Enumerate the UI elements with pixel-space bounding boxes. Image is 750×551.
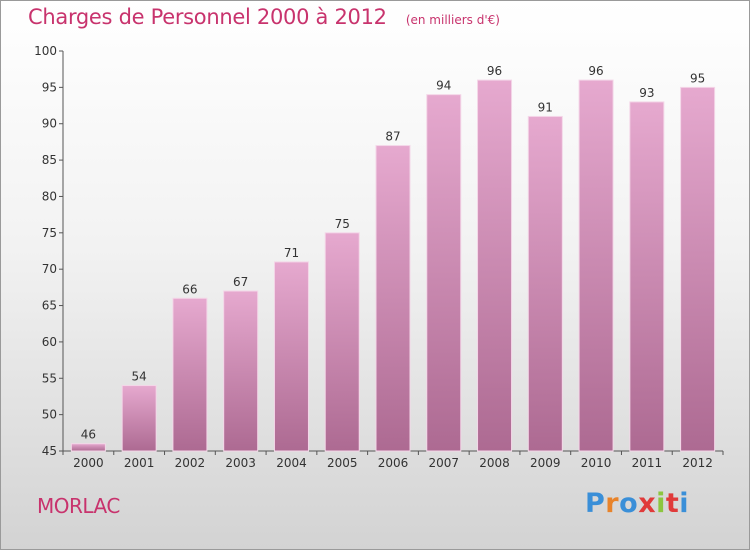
bar [477, 79, 513, 452]
y-tick-label: 100 [34, 44, 57, 58]
bar [324, 232, 360, 452]
x-tick-label: 2012 [682, 456, 713, 470]
x-tick-label: 2011 [632, 456, 663, 470]
y-tick-label: 85 [42, 153, 57, 167]
y-tick-label: 80 [42, 189, 57, 203]
logo-letter: t [665, 488, 680, 519]
x-tick-label: 2009 [530, 456, 561, 470]
bar-value-label: 96 [487, 64, 502, 78]
bar [273, 261, 309, 452]
bar-value-label: 94 [436, 79, 451, 93]
bar [121, 385, 157, 452]
bar-value-label: 96 [588, 64, 603, 78]
bar-value-label: 46 [81, 428, 96, 442]
logo-letter: x [638, 488, 657, 519]
y-tick-label: 55 [42, 371, 57, 385]
x-tick-label: 2005 [327, 456, 358, 470]
bar [70, 443, 106, 452]
bar [223, 290, 259, 452]
bar [172, 297, 208, 452]
x-tick-label: 2000 [73, 456, 104, 470]
bar [578, 79, 614, 452]
y-tick-label: 60 [42, 335, 57, 349]
bar [375, 145, 411, 452]
x-tick-label: 2002 [175, 456, 206, 470]
bar [629, 101, 665, 452]
y-tick-label: 65 [42, 299, 57, 313]
x-tick-label: 2004 [276, 456, 307, 470]
place-name: MORLAC [37, 494, 120, 518]
bar-value-label: 95 [690, 71, 705, 85]
chart-subtitle: (en milliers d'€) [405, 13, 500, 27]
logo-letter: i [656, 488, 666, 519]
bar-value-label: 54 [132, 370, 147, 384]
x-tick-label: 2010 [581, 456, 612, 470]
y-tick-label: 75 [42, 226, 57, 240]
x-tick-label: 2001 [124, 456, 155, 470]
chart-title: Charges de Personnel 2000 à 2012 [28, 5, 387, 29]
bar [680, 86, 716, 452]
bar-value-label: 75 [335, 217, 350, 231]
bar [426, 94, 462, 452]
y-tick-label: 70 [42, 262, 57, 276]
x-tick-label: 2008 [479, 456, 510, 470]
y-tick-label: 50 [42, 408, 57, 422]
proxiti-logo: Proxiti [585, 488, 689, 519]
bar-value-label: 71 [284, 246, 299, 260]
bar-value-label: 67 [233, 275, 248, 289]
x-tick-label: 2003 [225, 456, 256, 470]
y-tick-label: 45 [42, 444, 57, 458]
x-tick-label: 2007 [428, 456, 459, 470]
logo-letter: i [679, 488, 690, 519]
bar-value-label: 93 [639, 86, 654, 100]
bar-value-label: 91 [538, 100, 553, 114]
title-row: Charges de Personnel 2000 à 2012 (en mil… [28, 5, 500, 29]
logo-letter: o [619, 488, 639, 519]
bar [527, 115, 563, 452]
y-tick-label: 90 [42, 117, 57, 131]
logo-letter: r [605, 488, 620, 519]
y-tick-label: 95 [42, 80, 57, 94]
bar-value-label: 87 [385, 130, 400, 144]
logo-letter: P [585, 488, 606, 519]
bar-value-label: 66 [182, 282, 197, 296]
x-tick-label: 2006 [378, 456, 409, 470]
